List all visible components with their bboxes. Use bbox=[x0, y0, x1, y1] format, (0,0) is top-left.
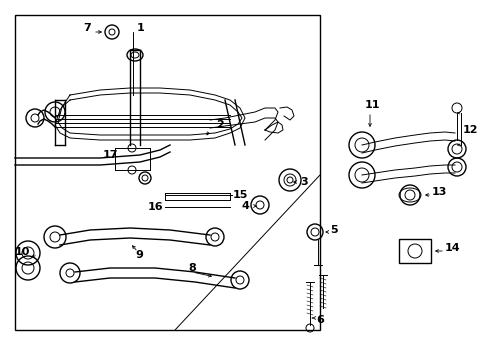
Text: 7: 7 bbox=[83, 23, 91, 33]
Text: 4: 4 bbox=[241, 201, 248, 211]
Text: 11: 11 bbox=[364, 100, 380, 110]
Text: 8: 8 bbox=[187, 263, 195, 273]
Text: 16: 16 bbox=[148, 202, 163, 212]
Text: 12: 12 bbox=[462, 125, 478, 135]
Text: 1: 1 bbox=[137, 23, 144, 33]
Text: 2: 2 bbox=[216, 120, 224, 130]
Text: 14: 14 bbox=[444, 243, 460, 253]
Text: 10: 10 bbox=[15, 247, 30, 257]
Text: 9: 9 bbox=[135, 250, 142, 260]
Text: 17: 17 bbox=[103, 150, 118, 160]
Text: 5: 5 bbox=[329, 225, 337, 235]
Text: 15: 15 bbox=[232, 190, 248, 200]
Text: 3: 3 bbox=[299, 177, 307, 187]
Text: 13: 13 bbox=[431, 187, 447, 197]
Bar bbox=[15, 15, 319, 330]
Text: 6: 6 bbox=[315, 315, 323, 325]
